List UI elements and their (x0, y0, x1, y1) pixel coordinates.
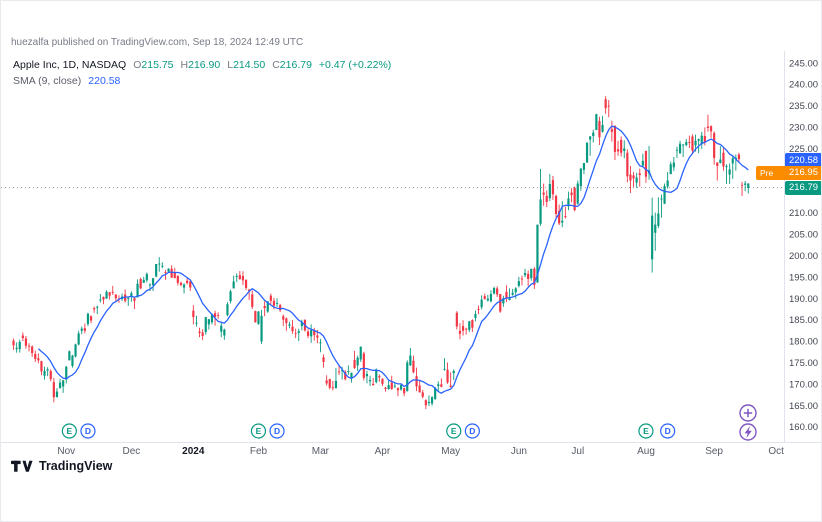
svg-text:D: D (274, 426, 280, 436)
sma-badge-value: 220.58 (788, 154, 819, 166)
symbol-title[interactable]: Apple Inc, 1D, NASDAQ (13, 59, 127, 71)
lightning-icon (744, 425, 752, 439)
time-tick-label: Nov (57, 446, 75, 457)
plus-button[interactable] (739, 404, 757, 422)
price-tick-label: 180.00 (789, 337, 818, 348)
symbol-legend: Apple Inc, 1D, NASDAQ O215.75 H216.90 L2… (13, 57, 391, 89)
dividend-marker[interactable]: D (464, 423, 480, 439)
time-tick-label: May (441, 446, 460, 457)
time-tick-label: Apr (375, 446, 391, 457)
earnings-marker[interactable]: E (446, 423, 462, 439)
price-tick-label: 175.00 (789, 358, 818, 369)
price-tick-label: 210.00 (789, 208, 818, 219)
lightning-button[interactable] (739, 423, 757, 441)
legend-main-row[interactable]: Apple Inc, 1D, NASDAQ O215.75 H216.90 L2… (13, 57, 391, 73)
time-tick-label: Aug (637, 446, 655, 457)
high-label: H (180, 59, 189, 71)
open-label: O (133, 59, 142, 71)
price-tick-label: 200.00 (789, 251, 818, 262)
attribution-text: huezalfa published on TradingView.com, S… (11, 37, 304, 48)
svg-text:E: E (256, 426, 262, 436)
price-tick-label: 240.00 (789, 80, 818, 91)
earnings-marker[interactable]: E (61, 423, 77, 439)
time-tick-label: Feb (250, 446, 268, 457)
premarket-tag: Pre (760, 167, 774, 178)
close-label: C (272, 59, 280, 71)
tradingview-logo[interactable]: TradingView (11, 459, 112, 473)
time-scale[interactable]: Nov Dec 2024 Feb Mar Apr May Jun Jul Aug Sep Oct (57, 446, 784, 457)
price-scale[interactable]: 245.00240.00235.00230.00225.00220.00215.… (789, 58, 818, 433)
premarket-price-badge: Pre 216.95 (756, 165, 821, 180)
svg-text:E: E (67, 426, 73, 436)
low-value: 214.50 (233, 59, 266, 71)
open-value: 215.75 (141, 59, 174, 71)
last-price-badge: 216.79 (785, 180, 821, 195)
low-label: L (227, 59, 234, 71)
svg-text:D: D (469, 426, 475, 436)
high-value: 216.90 (188, 59, 221, 71)
candlestick-series (12, 96, 750, 410)
price-tick-label: 185.00 (789, 315, 818, 326)
sma-legend-row[interactable]: SMA (9, close) 220.58 (13, 73, 391, 89)
sma-line (37, 125, 749, 394)
svg-text:D: D (665, 426, 671, 436)
svg-text:E: E (643, 426, 649, 436)
time-tick-label: 2024 (182, 446, 205, 457)
price-tick-label: 205.00 (789, 230, 818, 241)
svg-text:D: D (85, 426, 91, 436)
sma-price-badge: 220.58 (785, 153, 821, 168)
close-value: 216.79 (279, 59, 312, 71)
price-tick-label: 160.00 (789, 422, 818, 433)
price-tick-label: 245.00 (789, 58, 818, 69)
last-price-badge-value: 216.79 (788, 182, 819, 194)
price-tick-label: 170.00 (789, 379, 818, 390)
svg-text:E: E (451, 426, 457, 436)
time-tick-label: Mar (312, 446, 330, 457)
dividend-marker[interactable]: D (269, 423, 285, 439)
dividend-marker[interactable]: D (660, 423, 676, 439)
price-tick-label: 190.00 (789, 294, 818, 305)
price-tick-label: 230.00 (789, 123, 818, 134)
tradingview-icon (11, 460, 33, 472)
earnings-marker[interactable]: E (638, 423, 654, 439)
sma-label: SMA (9, close) (13, 75, 82, 87)
dividend-marker[interactable]: D (80, 423, 96, 439)
price-tick-label: 225.00 (789, 144, 818, 155)
time-tick-label: Dec (123, 446, 141, 457)
time-tick-label: Sep (705, 446, 723, 457)
price-tick-label: 165.00 (789, 401, 818, 412)
sma-value: 220.58 (88, 75, 121, 87)
premarket-badge-value: 216.95 (788, 167, 818, 179)
price-tick-label: 235.00 (789, 101, 818, 112)
time-tick-label: Oct (768, 446, 784, 457)
tradingview-wordmark: TradingView (39, 459, 113, 473)
price-tick-label: 195.00 (789, 272, 818, 283)
earnings-marker[interactable]: E (250, 423, 267, 439)
time-tick-label: Jun (511, 446, 527, 457)
time-tick-label: Jul (571, 446, 584, 457)
change-value: +0.47 (+0.22%) (318, 59, 392, 71)
